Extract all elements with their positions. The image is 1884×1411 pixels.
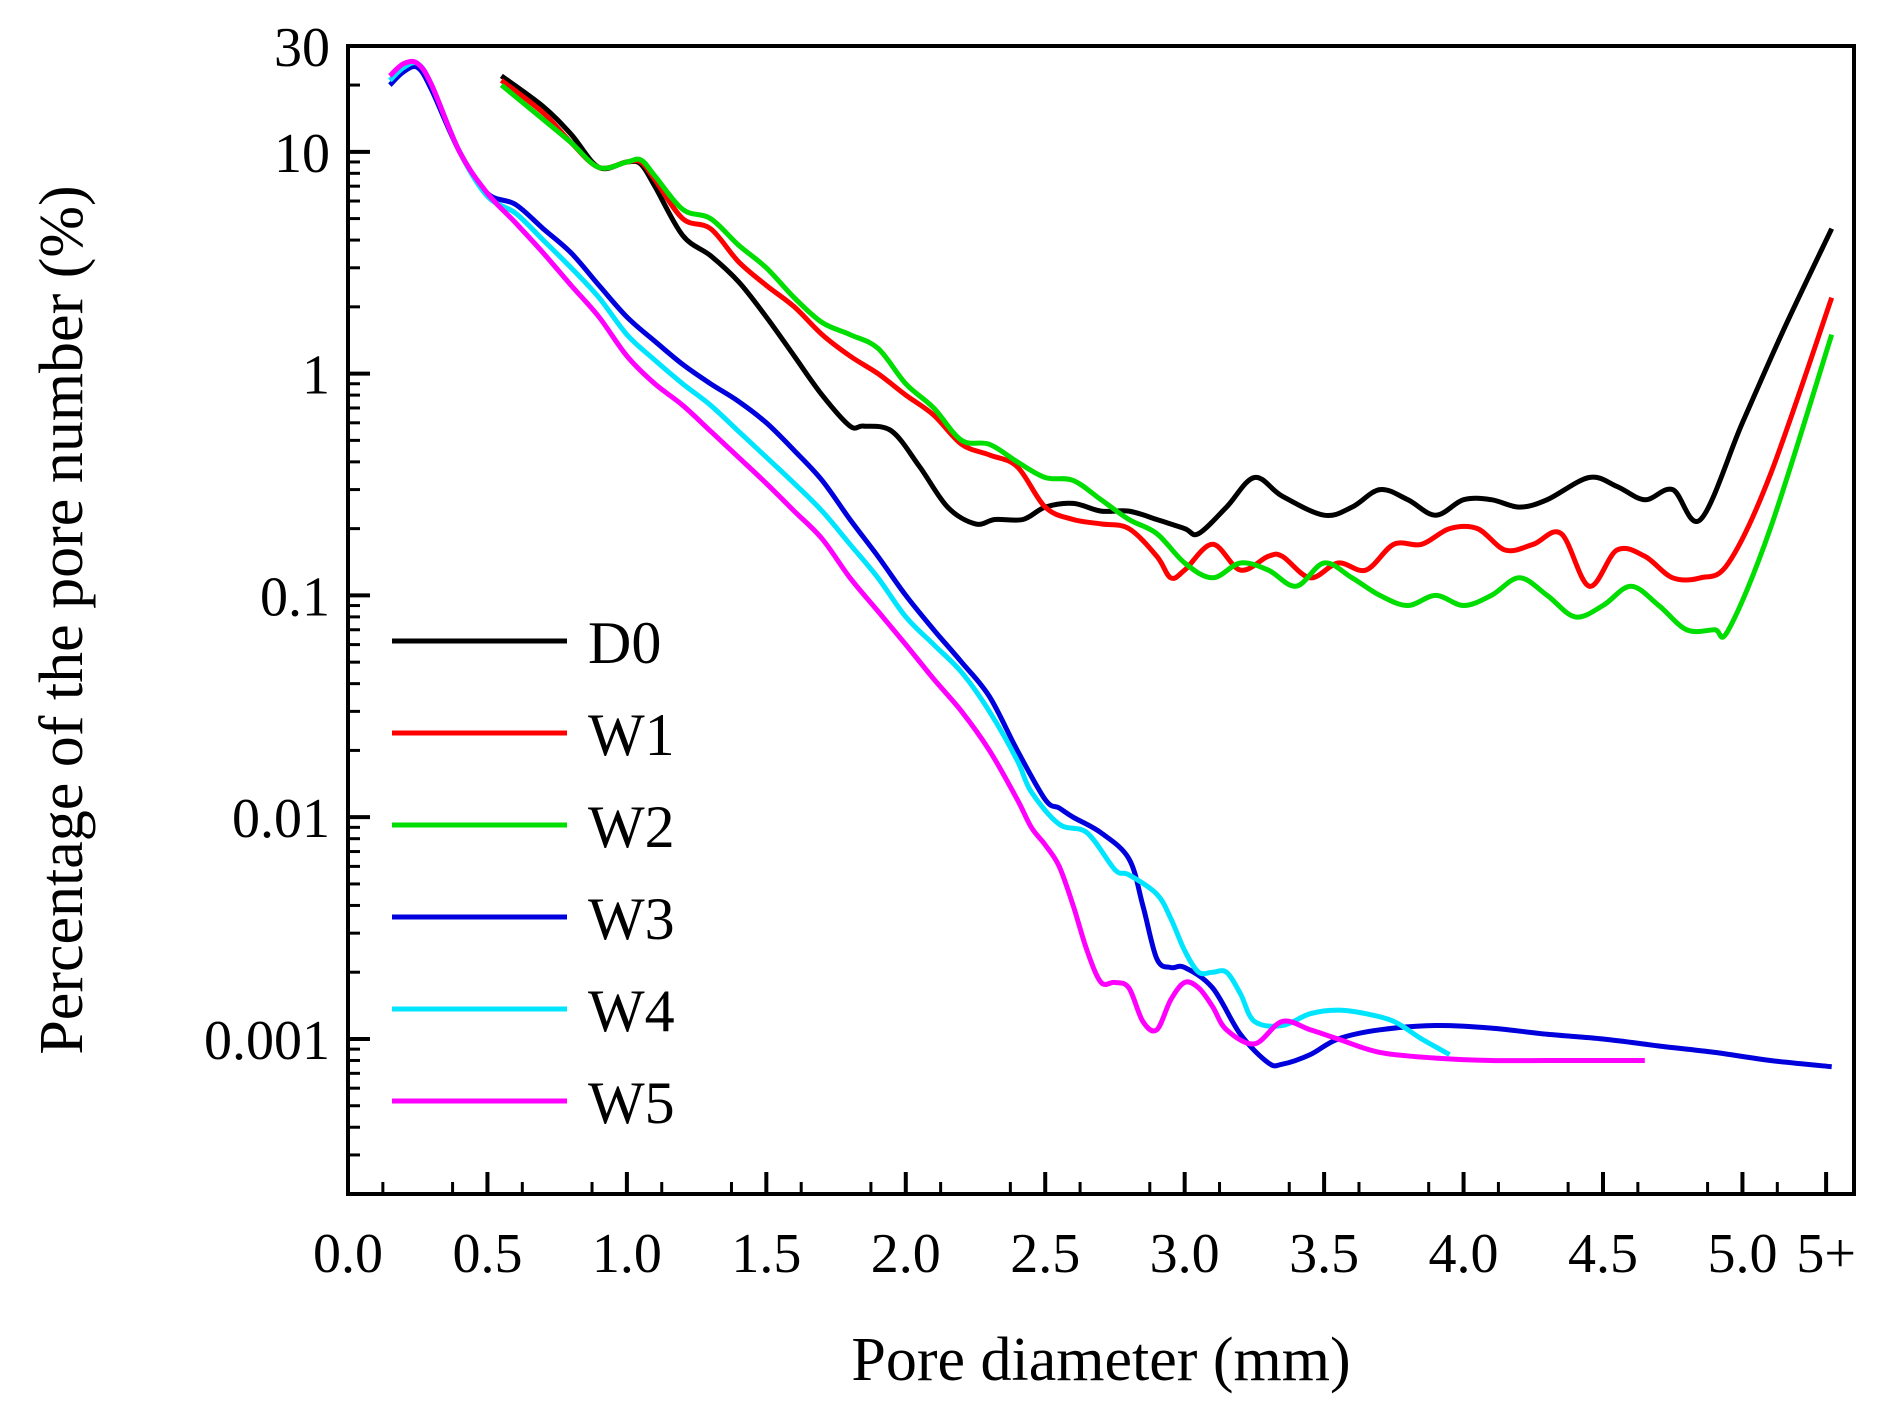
legend: D0 W1 W2 W3 W4 W5 [392,610,675,1136]
y-tick-label: 1 [302,345,330,407]
x-tick-label: 3.0 [1150,1223,1220,1285]
y-tick-label: 0.01 [232,788,330,850]
minor-ticks [348,83,1779,1194]
x-tick-label: 3.5 [1289,1223,1359,1285]
y-tick-label: 30 [274,17,330,79]
x-tick-label: 1.0 [592,1223,662,1285]
y-tick-label: 0.001 [204,1010,330,1072]
x-tick-label: 2.5 [1010,1223,1080,1285]
x-tick-label: 5+ [1796,1223,1856,1285]
plot-frame [346,44,1856,1196]
x-axis-ticks: 0.0 0.5 1.0 1.5 2.0 2.5 3.0 3.5 4.0 4.5 5.0 5+ [313,1172,1856,1285]
y-axis-ticks: 0.001 0.01 0.1 1 10 30 [204,17,370,1072]
x-tick-label: 4.5 [1568,1223,1638,1285]
legend-label-w4: W4 [588,978,675,1044]
x-tick-label: 0.0 [313,1223,383,1285]
x-axis-label: Pore diameter (mm) [851,1326,1350,1394]
x-tick-label: 4.0 [1429,1223,1499,1285]
legend-label-w1: W1 [588,702,675,768]
x-tick-label: 1.5 [731,1223,801,1285]
series-line-w3 [388,63,1832,1070]
series-line-d0 [499,73,1834,538]
series-line-w4 [388,60,1451,1057]
series-line-w2 [499,83,1835,640]
y-axis-label: Percentage of the pore number (%) [28,185,96,1054]
legend-label-w2: W2 [588,794,675,860]
legend-label-w3: W3 [588,886,675,952]
x-tick-label: 2.0 [871,1223,941,1285]
x-tick-label: 5.0 [1707,1223,1777,1285]
series-lines [388,58,1835,1070]
legend-label-w5: W5 [588,1070,675,1136]
series-line-w1 [499,78,1835,589]
legend-label-d0: D0 [588,610,661,676]
x-tick-label: 0.5 [452,1223,522,1285]
y-tick-label: 10 [274,123,330,185]
series-line-w5 [388,58,1645,1064]
y-tick-label: 0.1 [260,566,330,628]
